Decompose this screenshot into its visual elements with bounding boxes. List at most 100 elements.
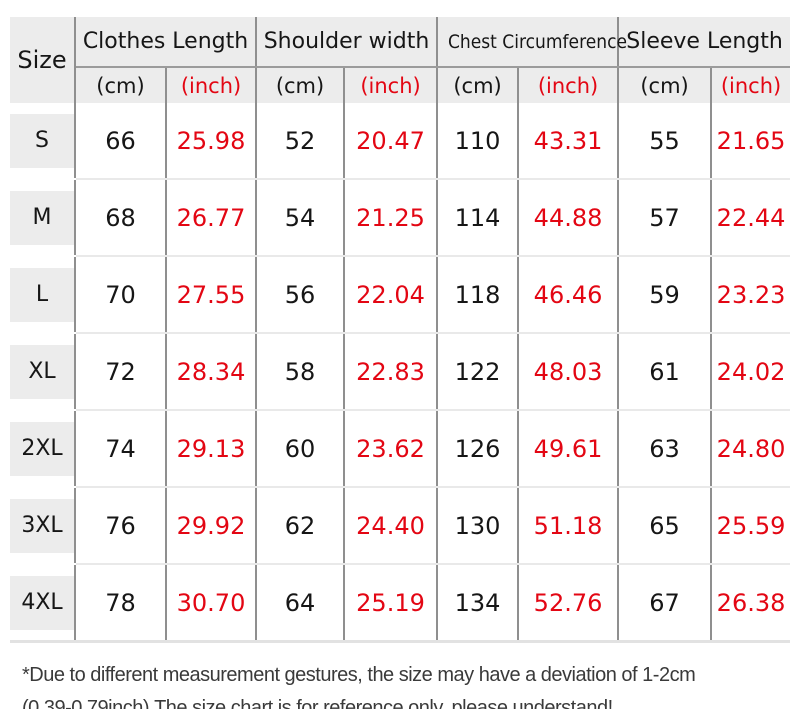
cell-clothes-length-inch: 25.98 — [164, 103, 257, 180]
header-shoulder-width: Shoulder width — [255, 17, 438, 68]
size-cell: L — [10, 256, 75, 334]
table-row-s: S 66 25.98 52 20.47 110 43.31 55 21.65 — [10, 103, 791, 180]
header-clothes-length-label: Clothes Length — [82, 29, 249, 54]
size-chart-table: Size Clothes Length Shoulder width Chest… — [10, 17, 791, 643]
cell-chest-circumference-inch: 44.88 — [517, 179, 619, 257]
disclaimer-line-2: (0.39-0.79inch),The size chart is for re… — [22, 697, 613, 709]
size-cell: 3XL — [10, 487, 75, 565]
cell-sleeve-length-inch: 21.65 — [710, 103, 791, 180]
cell-shoulder-width-cm: 64 — [255, 564, 345, 643]
table-row-m: M 68 26.77 54 21.25 114 44.88 57 22.44 — [10, 179, 791, 257]
cell-clothes-length-cm: 74 — [74, 410, 166, 488]
cell-sleeve-length-cm: 59 — [617, 256, 712, 334]
cell-shoulder-width-cm: 54 — [255, 179, 345, 257]
header-group-row: Size Clothes Length Shoulder width Chest… — [10, 17, 791, 103]
cell-clothes-length-inch: 29.13 — [164, 410, 257, 488]
size-cell: 4XL — [10, 564, 75, 643]
size-badge: XL — [10, 344, 74, 399]
cell-chest-circumference-inch: 46.46 — [517, 256, 619, 334]
size-badge: L — [10, 267, 74, 322]
cell-clothes-length-cm: 76 — [74, 487, 166, 565]
unit-inch-clothes-length: (inch) — [164, 67, 257, 103]
cell-sleeve-length-cm: 63 — [617, 410, 712, 488]
cell-clothes-length-cm: 66 — [74, 103, 166, 180]
cell-chest-circumference-cm: 110 — [436, 103, 519, 180]
cell-clothes-length-inch: 28.34 — [164, 333, 257, 411]
cell-chest-circumference-cm: 114 — [436, 179, 519, 257]
cell-clothes-length-cm: 72 — [74, 333, 166, 411]
cell-shoulder-width-cm: 58 — [255, 333, 345, 411]
cell-shoulder-width-inch: 22.04 — [343, 256, 438, 334]
cell-clothes-length-inch: 29.92 — [164, 487, 257, 565]
cell-sleeve-length-cm: 55 — [617, 103, 712, 180]
cell-sleeve-length-inch: 24.80 — [710, 410, 791, 488]
cell-shoulder-width-cm: 56 — [255, 256, 345, 334]
table-row-l: L 70 27.55 56 22.04 118 46.46 59 23.23 — [10, 256, 791, 334]
header-sleeve-length: Sleeve Length — [617, 17, 791, 68]
header-shoulder-width-label: Shoulder width — [263, 29, 430, 54]
size-badge: M — [10, 190, 74, 245]
disclaimer-line-1: *Due to different measurement gestures, … — [22, 664, 696, 686]
cell-shoulder-width-inch: 21.25 — [343, 179, 438, 257]
cell-sleeve-length-inch: 23.23 — [710, 256, 791, 334]
header-clothes-length: Clothes Length — [73, 17, 257, 68]
unit-inch-sleeve-length: (inch) — [710, 67, 791, 103]
cell-chest-circumference-cm: 134 — [436, 564, 519, 643]
cell-clothes-length-inch: 30.70 — [164, 564, 257, 643]
cell-sleeve-length-cm: 65 — [617, 487, 712, 565]
cell-sleeve-length-inch: 25.59 — [710, 487, 791, 565]
unit-cm-shoulder-width: (cm) — [255, 67, 345, 103]
cell-chest-circumference-inch: 51.18 — [517, 487, 619, 565]
header-chest-circumference: Chest Circumference — [436, 17, 627, 68]
size-cell: 2XL — [10, 410, 75, 488]
cell-chest-circumference-cm: 118 — [436, 256, 519, 334]
cell-shoulder-width-cm: 52 — [255, 103, 345, 180]
cell-shoulder-width-inch: 23.62 — [343, 410, 438, 488]
header-chest-circumference-label: Chest Circumference — [447, 31, 628, 53]
size-cell: S — [10, 103, 75, 180]
cell-chest-circumference-cm: 122 — [436, 333, 519, 411]
cell-clothes-length-cm: 68 — [74, 179, 166, 257]
cell-clothes-length-inch: 26.77 — [164, 179, 257, 257]
unit-inch-shoulder-width: (inch) — [343, 67, 438, 103]
size-badge: 3XL — [10, 498, 74, 553]
cell-chest-circumference-inch: 49.61 — [517, 410, 619, 488]
header-unit-row: (cm) (inch) (cm) (inch) (cm) (inch) (cm)… — [10, 67, 791, 103]
cell-chest-circumference-inch: 43.31 — [517, 103, 619, 180]
unit-inch-chest-circumference: (inch) — [517, 67, 619, 103]
size-badge: 4XL — [10, 575, 74, 630]
cell-chest-circumference-inch: 52.76 — [517, 564, 619, 643]
size-badge: S — [10, 113, 74, 168]
cell-chest-circumference-inch: 48.03 — [517, 333, 619, 411]
cell-clothes-length-cm: 78 — [74, 564, 166, 643]
cell-sleeve-length-inch: 26.38 — [710, 564, 791, 643]
table-row-4xl: 4XL 78 30.70 64 25.19 134 52.76 67 26.38 — [10, 564, 791, 643]
cell-sleeve-length-cm: 57 — [617, 179, 712, 257]
unit-cm-chest-circumference: (cm) — [436, 67, 519, 103]
header-size: Size — [10, 17, 76, 103]
cell-sleeve-length-inch: 24.02 — [710, 333, 791, 411]
cell-clothes-length-cm: 70 — [74, 256, 166, 334]
size-chart-page: Size Clothes Length Shoulder width Chest… — [0, 17, 800, 709]
cell-shoulder-width-cm: 62 — [255, 487, 345, 565]
cell-shoulder-width-inch: 25.19 — [343, 564, 438, 643]
measurement-disclaimer: *Due to different measurement gestures, … — [22, 659, 800, 709]
cell-chest-circumference-cm: 130 — [436, 487, 519, 565]
cell-shoulder-width-cm: 60 — [255, 410, 345, 488]
table-row-2xl: 2XL 74 29.13 60 23.62 126 49.61 63 24.80 — [10, 410, 791, 488]
size-badge: 2XL — [10, 421, 74, 476]
cell-sleeve-length-cm: 67 — [617, 564, 712, 643]
cell-shoulder-width-inch: 22.83 — [343, 333, 438, 411]
table-row-3xl: 3XL 76 29.92 62 24.40 130 51.18 65 25.59 — [10, 487, 791, 565]
cell-clothes-length-inch: 27.55 — [164, 256, 257, 334]
table-row-xl: XL 72 28.34 58 22.83 122 48.03 61 24.02 — [10, 333, 791, 411]
unit-cm-sleeve-length: (cm) — [617, 67, 712, 103]
cell-sleeve-length-inch: 22.44 — [710, 179, 791, 257]
cell-shoulder-width-inch: 20.47 — [343, 103, 438, 180]
size-cell: XL — [10, 333, 75, 411]
cell-chest-circumference-cm: 126 — [436, 410, 519, 488]
header-sleeve-length-label: Sleeve Length — [626, 29, 783, 54]
cell-sleeve-length-cm: 61 — [617, 333, 712, 411]
size-cell: M — [10, 179, 75, 257]
unit-cm-clothes-length: (cm) — [74, 67, 166, 103]
